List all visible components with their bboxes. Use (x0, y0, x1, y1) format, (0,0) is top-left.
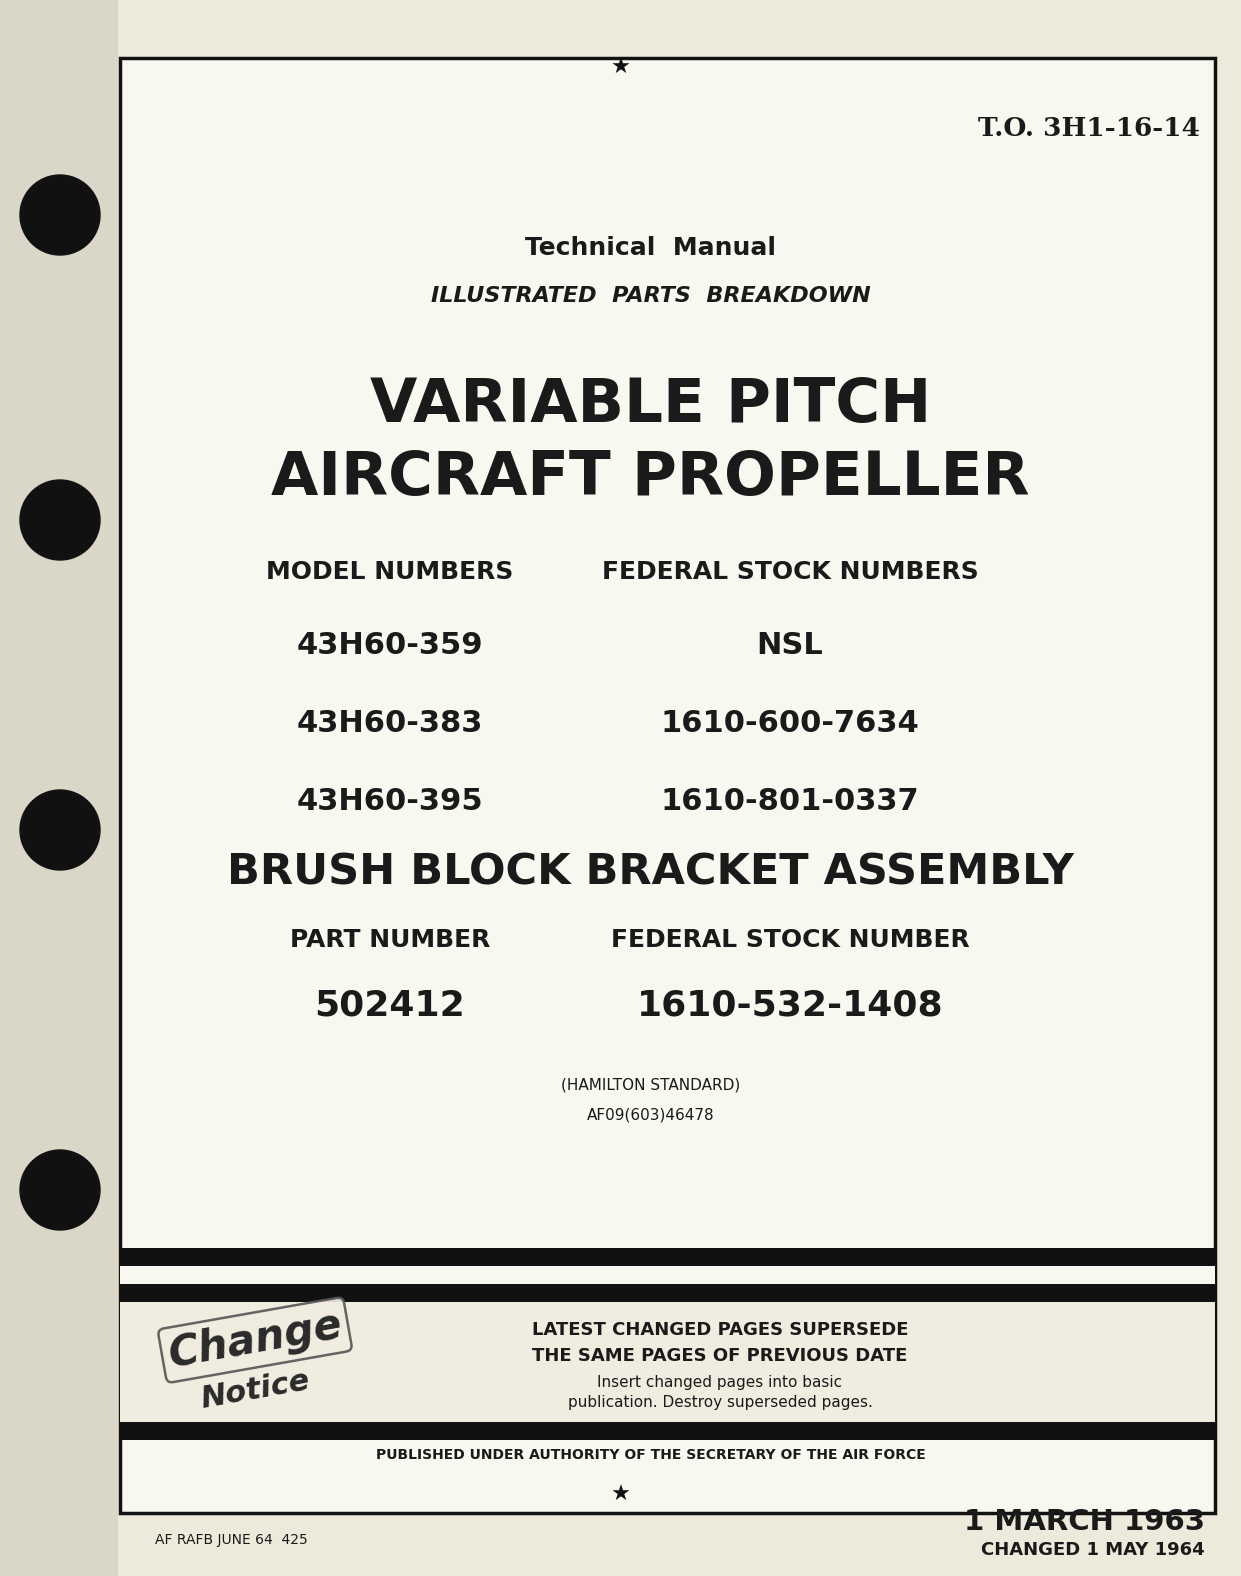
Circle shape (20, 1150, 101, 1229)
Text: PUBLISHED UNDER AUTHORITY OF THE SECRETARY OF THE AIR FORCE: PUBLISHED UNDER AUTHORITY OF THE SECRETA… (376, 1448, 926, 1463)
Text: ★: ★ (611, 58, 630, 77)
Text: 43H60-395: 43H60-395 (297, 786, 483, 815)
Text: ILLUSTRATED  PARTS  BREAKDOWN: ILLUSTRATED PARTS BREAKDOWN (431, 285, 870, 306)
Text: (HAMILTON STANDARD): (HAMILTON STANDARD) (561, 1078, 740, 1092)
Text: 43H60-359: 43H60-359 (297, 630, 483, 659)
Bar (0, 0, 118, 1576)
Text: Change: Change (165, 1303, 345, 1376)
Circle shape (20, 790, 101, 870)
Circle shape (20, 175, 101, 255)
Text: 1610-600-7634: 1610-600-7634 (660, 709, 920, 738)
Text: BRUSH BLOCK BRACKET ASSEMBLY: BRUSH BLOCK BRACKET ASSEMBLY (227, 851, 1073, 894)
Bar (120, 1266, 1215, 1284)
Text: NSL: NSL (757, 630, 823, 659)
Text: Notice: Notice (199, 1366, 311, 1414)
Text: Technical  Manual: Technical Manual (525, 236, 776, 260)
Text: publication. Destroy superseded pages.: publication. Destroy superseded pages. (567, 1395, 872, 1409)
Text: THE SAME PAGES OF PREVIOUS DATE: THE SAME PAGES OF PREVIOUS DATE (532, 1347, 907, 1365)
Text: PART NUMBER: PART NUMBER (290, 928, 490, 952)
Text: LATEST CHANGED PAGES SUPERSEDE: LATEST CHANGED PAGES SUPERSEDE (531, 1321, 908, 1340)
Text: VARIABLE PITCH: VARIABLE PITCH (370, 375, 931, 435)
Text: ★: ★ (611, 1485, 630, 1505)
Text: CHANGED 1 MAY 1964: CHANGED 1 MAY 1964 (982, 1541, 1205, 1559)
Bar (120, 1422, 1215, 1440)
Text: FEDERAL STOCK NUMBERS: FEDERAL STOCK NUMBERS (602, 559, 978, 585)
Text: 43H60-383: 43H60-383 (297, 709, 483, 738)
Bar (120, 1248, 1215, 1266)
Text: MODEL NUMBERS: MODEL NUMBERS (267, 559, 514, 585)
Text: 502412: 502412 (315, 988, 465, 1021)
Text: FEDERAL STOCK NUMBER: FEDERAL STOCK NUMBER (611, 928, 969, 952)
Text: AF09(603)46478: AF09(603)46478 (587, 1108, 715, 1122)
Bar (120, 58, 1215, 1513)
Text: Insert changed pages into basic: Insert changed pages into basic (597, 1374, 843, 1390)
Text: AIRCRAFT PROPELLER: AIRCRAFT PROPELLER (272, 449, 1030, 507)
Bar (120, 1284, 1215, 1302)
Circle shape (20, 481, 101, 559)
Text: 1610-532-1408: 1610-532-1408 (637, 988, 943, 1021)
Bar (120, 1302, 1215, 1422)
Text: T.O. 3H1-16-14: T.O. 3H1-16-14 (978, 115, 1200, 140)
Text: AF RAFB JUNE 64  425: AF RAFB JUNE 64 425 (155, 1533, 308, 1548)
Text: 1610-801-0337: 1610-801-0337 (660, 786, 920, 815)
Text: 1 MARCH 1963: 1 MARCH 1963 (964, 1508, 1205, 1537)
